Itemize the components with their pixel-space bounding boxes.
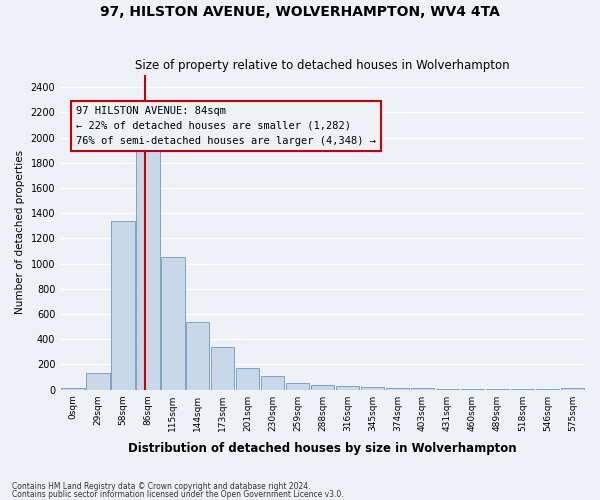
Bar (336, 386, 359, 390)
Bar (236, 368, 259, 390)
Bar (536, 389, 559, 390)
Text: Contains HM Land Registry data © Crown copyright and database right 2024.: Contains HM Land Registry data © Crown c… (12, 482, 311, 491)
Bar (211, 347, 235, 390)
Bar (386, 388, 409, 390)
Bar (361, 387, 385, 390)
Bar (311, 384, 334, 390)
Bar (136, 150, 160, 390)
Text: 97 HILSTON AVENUE: 84sqm
← 22% of detached houses are smaller (1,282)
76% of sem: 97 HILSTON AVENUE: 84sqm ← 22% of detach… (76, 106, 376, 146)
Y-axis label: Number of detached properties: Number of detached properties (15, 150, 25, 314)
Bar (485, 389, 509, 390)
Bar (186, 322, 209, 390)
Bar (61, 388, 85, 390)
Bar (461, 389, 484, 390)
Text: Contains public sector information licensed under the Open Government Licence v3: Contains public sector information licen… (12, 490, 344, 499)
Bar (286, 382, 310, 390)
Bar (111, 221, 134, 390)
Text: 97, HILSTON AVENUE, WOLVERHAMPTON, WV4 4TA: 97, HILSTON AVENUE, WOLVERHAMPTON, WV4 4… (100, 5, 500, 19)
Bar (511, 389, 535, 390)
X-axis label: Distribution of detached houses by size in Wolverhampton: Distribution of detached houses by size … (128, 442, 517, 455)
Bar (261, 376, 284, 390)
Title: Size of property relative to detached houses in Wolverhampton: Size of property relative to detached ho… (135, 59, 510, 72)
Bar (86, 374, 110, 390)
Bar (436, 389, 460, 390)
Bar (410, 388, 434, 390)
Bar (560, 388, 584, 390)
Bar (161, 258, 185, 390)
